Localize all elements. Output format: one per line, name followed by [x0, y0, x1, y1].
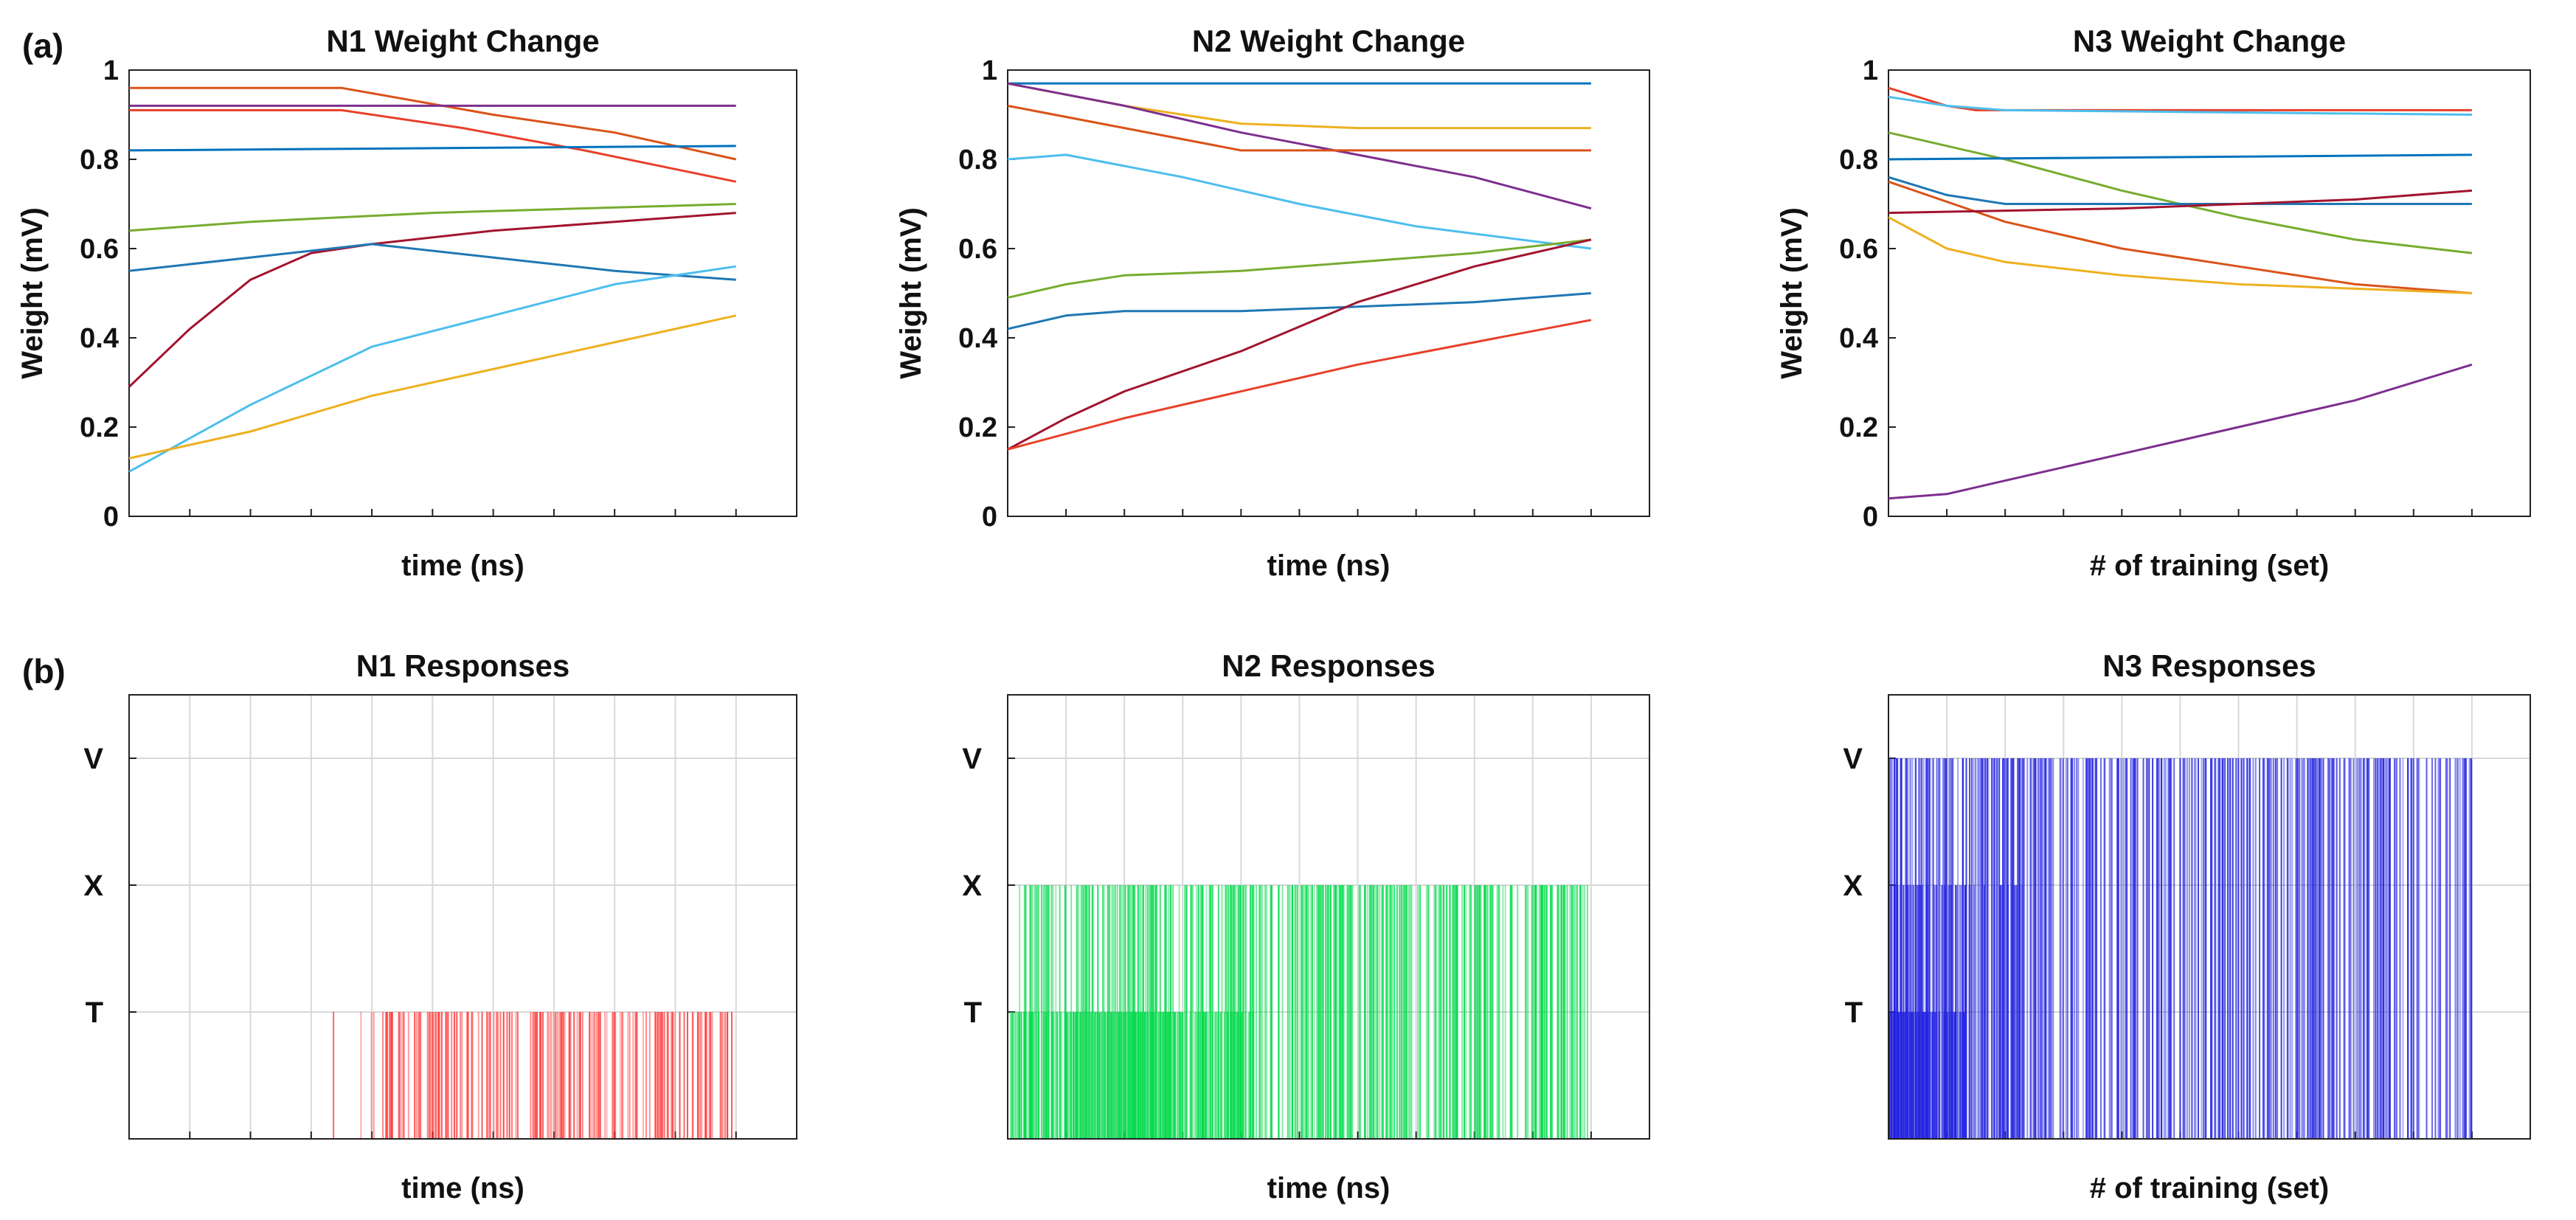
x-axis-label: time (ns): [401, 1172, 524, 1205]
chart-title: N3 Responses: [2102, 648, 2316, 683]
series-line-orange: [129, 86, 737, 161]
series-line-cyan: [128, 265, 736, 473]
x-axis-label: time (ns): [1267, 550, 1391, 582]
y-tick-label: 0.8: [1839, 145, 1878, 176]
y-tick-label: 0.8: [958, 145, 997, 176]
series-line-cyan: [1888, 95, 2472, 116]
series-line-red: [129, 108, 737, 183]
axes-box: [128, 694, 797, 1140]
spike-group: [1888, 758, 2473, 1139]
y-tick-label: 0: [103, 502, 119, 533]
chart-n2-responses: N2 Responses time (ns) T X V: [962, 648, 1650, 1205]
series-line-blue: [128, 145, 736, 152]
y-tick-label: 0.6: [1839, 234, 1878, 265]
x-axis-label: # of training (set): [2090, 550, 2329, 582]
axes-box: [1888, 69, 2531, 517]
y-axis-label: Weight (mV): [16, 207, 49, 379]
series-line-red: [1007, 319, 1592, 451]
series-line-green: [128, 203, 736, 232]
spike-group: [333, 1012, 733, 1139]
series-line-green: [1007, 238, 1592, 299]
category-label-V: V: [962, 743, 982, 775]
y-tick-label: 0: [1863, 502, 1878, 533]
series-line-purple: [1888, 363, 2473, 500]
y-tick-label: 0.2: [1839, 412, 1878, 443]
chart-title: N2 Weight Change: [1192, 24, 1465, 58]
series-line-yellow: [128, 314, 737, 460]
y-tick-label: 0.6: [958, 234, 997, 265]
chart-n3-weight-change: N3 Weight Change # of training (set) Weigh…: [1776, 24, 2531, 582]
axes-box: [1007, 69, 1650, 517]
y-tick-label: 0.4: [80, 323, 119, 354]
series-line-darkred: [1888, 189, 2473, 215]
series-line-blue: [1888, 153, 2472, 161]
y-axis-label: Weight (mV): [1776, 207, 1808, 379]
category-label-T: T: [86, 997, 103, 1029]
panel-label-a: (a): [22, 27, 63, 65]
y-tick-label: 0.2: [958, 412, 997, 443]
category-label-T: T: [1845, 997, 1863, 1029]
y-tick-label: 0.4: [958, 323, 997, 354]
series-line-orange: [1888, 180, 2473, 294]
axes-box: [1007, 694, 1650, 1140]
panel-label-b: (b): [22, 652, 66, 690]
category-label-V: V: [1843, 743, 1863, 775]
series-line-cyan: [1007, 153, 1592, 250]
y-axis-label: Weight (mV): [895, 207, 927, 379]
series-line-yellow: [1888, 216, 2472, 294]
y-tick-label: 0.6: [80, 234, 119, 265]
y-tick-label: 1: [1863, 55, 1878, 86]
chart-title: N1 Weight Change: [326, 24, 599, 58]
x-axis-label: time (ns): [401, 550, 524, 582]
chart-n1-responses: N1 Responses time (ns) T X V: [83, 648, 797, 1205]
chart-n3-responses: N3 Responses # of training (set) T X V: [1843, 648, 2531, 1205]
chart-title: N3 Weight Change: [2073, 24, 2346, 58]
y-tick-label: 0.2: [80, 412, 119, 443]
series-line-green: [1888, 131, 2473, 254]
chart-title: N1 Responses: [356, 648, 569, 683]
y-tick-label: 0: [982, 502, 997, 533]
series-line-steelblue: [1007, 292, 1592, 330]
category-label-X: X: [83, 870, 103, 902]
x-axis-label: # of training (set): [2090, 1172, 2329, 1205]
axes-box: [1888, 694, 2531, 1140]
series-line-darkred: [128, 212, 736, 388]
chart-n1-weight-change: N1 Weight Change time (ns) Weight (mV) 0 0.2…: [16, 24, 797, 582]
series-line-purple: [1007, 82, 1592, 210]
series-line-red: [1888, 86, 2472, 111]
category-label-X: X: [1843, 870, 1863, 902]
chart-n2-weight-change: N2 Weight Change time (ns) Weight (mV) 0 0.2…: [895, 24, 1650, 582]
axes-box: [128, 69, 797, 517]
y-tick-label: 0.8: [80, 145, 119, 176]
y-tick-label: 0.4: [1839, 323, 1878, 354]
category-label-X: X: [962, 870, 982, 902]
chart-title: N2 Responses: [1222, 648, 1435, 683]
series-line-darkred: [1007, 238, 1592, 451]
x-axis-label: time (ns): [1267, 1172, 1391, 1205]
series-line-orange: [1007, 104, 1591, 152]
y-tick-label: 1: [103, 55, 119, 86]
spike-group: [1010, 885, 1588, 1139]
category-label-T: T: [964, 997, 982, 1029]
series-line-steelblue: [128, 243, 736, 281]
y-tick-label: 1: [982, 55, 997, 86]
series-line-steelblue: [1888, 176, 2472, 205]
category-label-V: V: [83, 743, 103, 775]
